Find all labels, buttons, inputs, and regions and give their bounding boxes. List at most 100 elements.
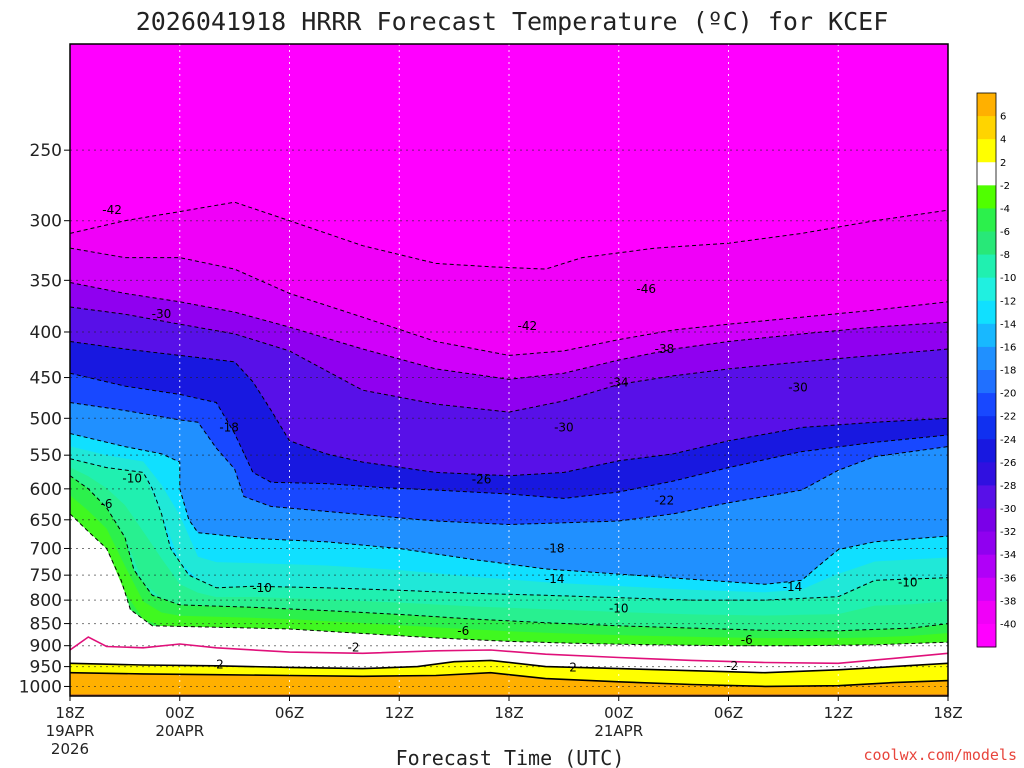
y-tick-label: 800 [30,591,62,611]
colorbar-label: -14 [1000,319,1016,330]
isotherm-contours [70,201,948,688]
y-tick-label: 500 [30,409,62,429]
colorbar-swatch [977,554,996,579]
x-axis-label: Forecast Time (UTC) [396,746,625,768]
x-tick-date: 20APR [155,722,204,740]
colorbar-swatch [977,185,996,209]
y-tick-label: 850 [30,615,62,635]
colorbar-label: -26 [1000,458,1016,469]
colorbar-label: -2 [1000,181,1010,192]
y-tick-label: 700 [30,539,62,559]
contour-label: -2 [348,640,360,654]
x-tick-label: 18Z [55,704,84,722]
colorbar-swatch [977,462,996,486]
colorbar: 6 4 2 -2 -4 -6 -8 -10 -12 -14 -16 -18 -20 -22 -24 -26 -2… [976,92,1016,648]
y-tick-label: 650 [30,511,62,531]
colorbar-swatch [977,162,996,186]
colorbar-label: -34 [1000,550,1016,561]
colorbar-swatch [977,208,996,232]
isotherm--10 [70,458,948,601]
colorbar-swatch [977,577,996,602]
contour-labels: -42-46-42-38-34-30-30-30-26-22-18-18-14-… [101,203,918,674]
colorbar-label: -10 [1000,273,1016,284]
y-tick-label: 400 [30,323,62,343]
x-tick-label: 00Z [165,704,194,722]
isotherm--18 [70,402,948,526]
colorbar-label: -16 [1000,342,1016,353]
colorbar-label: -8 [1000,250,1010,261]
contour-label: 2 [569,660,577,674]
colorbar-swatch [977,600,996,625]
y-axis: 250 300 350 400 450 500 550 600 650 700 750 800 8509… [19,141,70,697]
y-tick-label: 300 [30,212,62,232]
contour-label: -6 [101,497,113,511]
contour-label: -14 [545,572,565,586]
isotherm--2 [70,513,948,647]
band-mid--10 [70,467,948,631]
colorbar-swatch [977,531,996,556]
contour-label: -46 [636,282,656,296]
contour-label: -42 [517,319,537,333]
colorbar-swatch [977,508,996,533]
y-tick-label: 350 [30,271,62,291]
colorbar-swatch [977,623,996,648]
x-tick-date: 19APR [46,722,95,740]
contour-label: -22 [655,493,675,507]
contour-label: -34 [609,376,629,390]
isotherm--6 [70,475,948,632]
colorbar-label: -18 [1000,366,1016,377]
contour-label: -10 [122,471,142,485]
contour-label: 2 [216,658,224,672]
contour-label: -10 [898,575,918,589]
y-tick-label: 450 [30,369,62,389]
colorbar-swatch [977,485,996,509]
y-tick-label: 750 [30,566,62,586]
contour-label: -14 [783,580,803,594]
y-tick-label: 600 [30,480,62,500]
colorbar-label: 6 [1000,112,1006,123]
colorbar-label: -38 [1000,596,1016,607]
x-tick-label: 00Z [604,704,633,722]
colorbar-swatch [977,254,996,279]
colorbar-swatch [977,93,996,117]
plot-area [70,44,948,696]
x-tick-label: 06Z [714,704,743,722]
colorbar-swatch [977,393,996,417]
colorbar-label: 4 [1000,135,1006,146]
contour-label: -6 [741,633,753,647]
x-tick-label: 12Z [385,704,414,722]
colorbar-label: -30 [1000,504,1016,515]
colorbar-swatch [977,116,996,140]
x-tick-date: 2026 [51,740,89,758]
colorbar-swatch [977,231,996,256]
band-mid--14 [70,446,948,601]
x-tick-label: 18Z [494,704,523,722]
grid-lines [70,44,948,696]
colorbar-swatch [977,439,996,463]
colorbar-swatch [977,323,996,348]
credit-link[interactable]: coolwx.com/models [863,746,1017,764]
y-tick-label: 900 [30,637,62,657]
colorbar-label: -6 [1000,227,1010,238]
contour-label: -30 [788,381,808,395]
y-tick-label: 250 [30,141,62,161]
isotherm--42 [70,201,948,270]
contour-label: -18 [219,420,239,434]
x-tick-label: 06Z [275,704,304,722]
y-tick-label: 550 [30,446,62,466]
contour-label: -6 [457,624,469,638]
contour-label: -38 [655,342,675,356]
isotherm-2 [70,659,948,674]
contour-label: -30 [554,420,574,434]
colorbar-label: -20 [1000,389,1016,400]
x-tick-date: 21APR [594,722,643,740]
contour-label: -10 [252,581,272,595]
ground-fill [70,694,948,696]
colorbar-label: -36 [1000,573,1016,584]
chart-title: 2026041918 HRRR Forecast Temperature (ºC… [136,7,889,36]
colorbar-swatch [977,277,996,302]
isotherm--34 [70,282,948,380]
ground-surface [70,694,948,696]
isotherm-6 [70,671,948,688]
